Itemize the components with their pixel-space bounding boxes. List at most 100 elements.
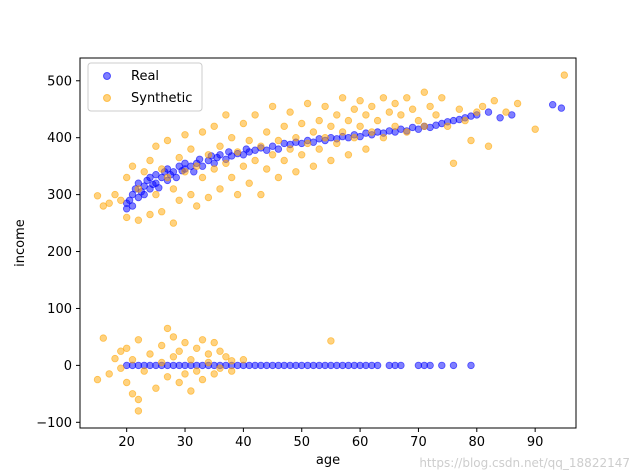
point-synthetic [181,131,189,139]
point-synthetic [169,185,178,193]
point-synthetic [403,94,411,102]
point-synthetic [198,173,207,182]
point-synthetic [257,190,265,199]
point-synthetic [105,199,113,207]
point-synthetic [134,407,143,415]
y-tick-label: 0 [64,359,72,374]
point-synthetic [163,373,172,381]
point-real [134,193,143,202]
point-synthetic [327,337,335,345]
point-synthetic [187,190,195,199]
y-tick-label: 400 [47,131,72,146]
point-synthetic [560,71,568,79]
point-synthetic [263,165,271,173]
point-synthetic [175,153,183,162]
point-real [449,361,458,370]
point-synthetic [163,136,172,145]
point-synthetic [344,151,353,159]
point-synthetic [233,190,242,199]
point-synthetic [292,133,300,142]
point-real [268,142,277,150]
point-real [438,361,446,370]
legend-box [87,62,203,112]
point-synthetic [233,148,242,156]
point-real [508,111,516,119]
point-real [128,190,137,199]
point-synthetic [122,378,131,387]
point-synthetic [315,116,323,125]
point-synthetic [175,378,183,387]
point-synthetic [122,344,131,352]
point-synthetic [134,336,143,344]
point-synthetic [321,102,329,111]
point-synthetic [128,390,137,398]
point-synthetic [298,151,306,159]
point-synthetic [309,128,318,136]
point-synthetic [379,94,388,102]
y-tick-label: 200 [47,245,72,260]
point-real [216,151,224,159]
point-synthetic [198,375,207,384]
y-axis-label: income [13,219,28,267]
point-synthetic [152,142,160,150]
point-real [239,151,248,159]
point-synthetic [187,387,195,395]
point-synthetic [216,364,224,372]
point-synthetic [315,145,323,153]
point-synthetic [227,357,236,365]
point-synthetic [379,133,388,142]
point-synthetic [216,347,224,355]
x-tick-label: 50 [293,435,310,450]
point-synthetic [175,196,183,204]
point-synthetic [181,338,189,347]
point-synthetic [175,347,183,355]
point-synthetic [204,193,213,202]
point-real [128,202,137,210]
point-synthetic [192,344,201,352]
point-synthetic [146,350,154,358]
point-synthetic [303,139,312,148]
point-synthetic [455,105,463,113]
point-real [172,173,180,182]
point-synthetic [122,173,131,182]
x-tick-label: 40 [235,435,252,450]
point-real [549,100,557,109]
point-synthetic [443,122,452,130]
point-synthetic [181,370,189,378]
point-synthetic [157,165,166,173]
point-synthetic [362,111,370,119]
point-real [122,205,131,213]
point-synthetic [391,122,399,130]
point-synthetic [134,185,143,193]
point-synthetic [169,219,178,227]
point-synthetic [432,111,440,119]
y-axis: −100 0 100 200 300 400 500 [36,74,80,431]
point-real [169,168,178,176]
point-synthetic [333,139,341,148]
point-synthetic [420,122,428,130]
point-synthetic [146,210,154,219]
point-synthetic [239,162,248,170]
point-real [155,184,163,192]
point-synthetic [368,128,376,136]
x-tick-label: 80 [469,435,486,450]
point-synthetic [152,384,160,392]
point-synthetic [344,116,353,125]
point-synthetic [286,108,294,116]
points-layer [93,71,568,415]
point-synthetic [117,364,125,372]
point-synthetic [461,116,469,125]
point-synthetic [251,111,259,119]
point-synthetic [222,353,230,361]
y-tick-label: −100 [36,416,72,431]
point-real [125,196,134,204]
point-synthetic [105,370,113,378]
point-synthetic [280,156,288,165]
point-synthetic [484,142,493,150]
point-synthetic [93,192,102,200]
point-real [263,146,271,154]
point-synthetic [397,111,405,119]
point-synthetic [192,162,201,170]
x-tick-label: 20 [118,435,135,450]
point-synthetic [99,202,107,210]
